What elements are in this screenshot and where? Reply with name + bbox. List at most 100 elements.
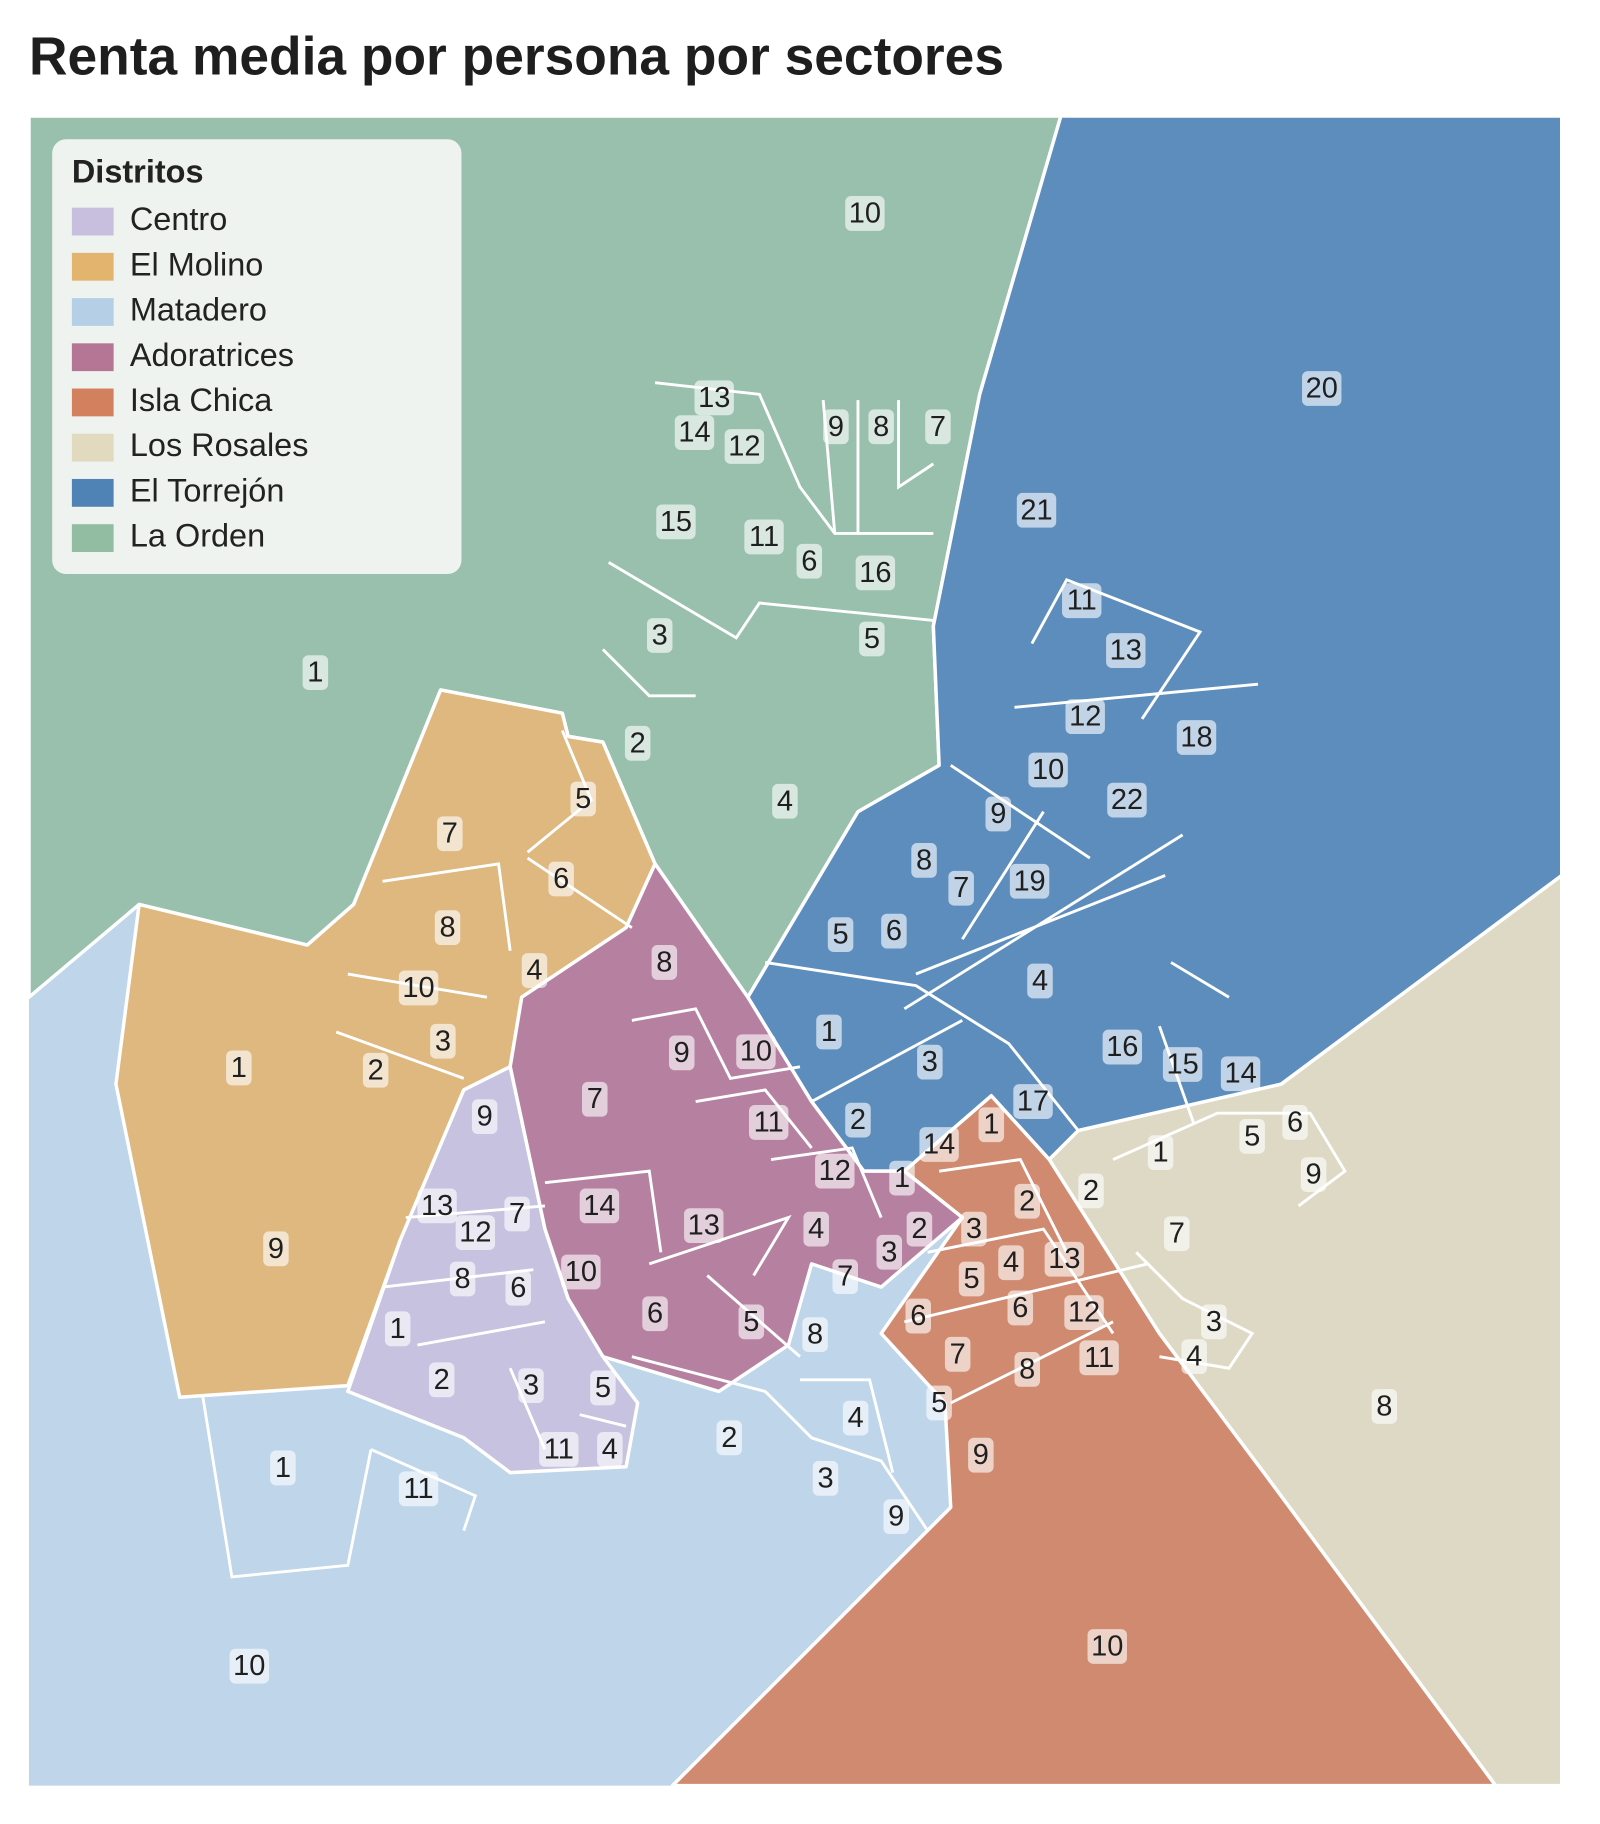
sector-label: 1: [275, 1452, 291, 1484]
sector-label: 8: [455, 1263, 471, 1295]
sector-label-box: [1302, 371, 1342, 406]
sector-label-box: [802, 1317, 828, 1352]
sector-label: 10: [1032, 754, 1064, 786]
sector-label-box: [504, 1196, 530, 1232]
sector-label: 6: [801, 545, 817, 577]
sector-label: 8: [439, 912, 455, 944]
sector-label-box: [1014, 1183, 1040, 1219]
sector-label-box: [434, 910, 461, 946]
sector-label-box: [815, 1153, 855, 1189]
sector-label-box: [384, 1311, 411, 1347]
sector-label-box: [998, 1245, 1024, 1281]
sector-label: 8: [1376, 1390, 1392, 1422]
sector-label-box: [796, 543, 823, 579]
sector-label: 3: [922, 1046, 938, 1078]
sector-label: 10: [740, 1036, 772, 1068]
sector-label-box: [968, 1437, 994, 1473]
sector-label: 10: [849, 197, 881, 229]
legend-swatch: [71, 343, 114, 372]
legend-label: La Orden: [130, 518, 265, 554]
sector-label-box: [398, 1471, 439, 1507]
sector-label-box: [570, 781, 596, 817]
sector-label-box: [905, 1298, 932, 1334]
sector-label: 3: [652, 619, 668, 651]
sector-label-box: [1027, 963, 1053, 999]
sector-label-box: [518, 1368, 544, 1404]
sector-label: 6: [910, 1300, 926, 1332]
sector-label: 8: [1019, 1353, 1035, 1385]
sector-label: 4: [1186, 1341, 1202, 1373]
sector-label-box: [226, 1050, 252, 1086]
sector-label-box: [1087, 1629, 1127, 1664]
sector-label-box: [889, 1160, 915, 1196]
sector-label: 6: [553, 863, 569, 895]
sector-label: 4: [777, 785, 793, 817]
sector-label: 7: [509, 1198, 525, 1230]
sector-label-box: [816, 1014, 842, 1050]
sector-label: 11: [1067, 585, 1097, 617]
map-title: Renta media por persona por sectores: [29, 27, 1004, 86]
sector-label: 5: [864, 623, 880, 655]
sector-label: 22: [1111, 784, 1143, 816]
sector-label-box: [855, 555, 896, 591]
sector-label: 13: [1110, 635, 1142, 667]
sector-label-box: [1371, 1389, 1398, 1424]
sector-label: 4: [808, 1213, 824, 1245]
legend-swatch: [71, 252, 114, 281]
sector-label-box: [1164, 1216, 1190, 1252]
sector-label-box: [859, 621, 885, 657]
sector-label-box: [694, 380, 734, 416]
sector-label-box: [948, 870, 974, 906]
sector-label-box: [823, 409, 849, 445]
sector-label: 7: [442, 818, 458, 850]
sector-label-box: [1107, 782, 1147, 818]
sector-label-box: [642, 1296, 668, 1332]
sector-label-box: [961, 1211, 987, 1247]
sector-label-box: [1220, 1056, 1261, 1092]
legend-box: [52, 139, 462, 575]
sector-label: 5: [575, 783, 591, 815]
sector-label: 8: [656, 946, 672, 978]
sector-label: 12: [1068, 1297, 1100, 1329]
sector-label-box: [548, 861, 574, 897]
sector-label-box: [579, 1188, 620, 1224]
sector-label: 19: [1013, 865, 1045, 897]
sector-label: 21: [1020, 494, 1052, 526]
sector-border: [601, 381, 935, 698]
sector-label-box: [1106, 633, 1146, 668]
sector-label: 9: [888, 1501, 904, 1533]
sector-label: 2: [721, 1422, 737, 1454]
sector-label-box: [917, 1044, 943, 1080]
sector-label-box: [229, 1648, 269, 1684]
sector-border: [201, 1355, 929, 1579]
sector-label: 6: [886, 915, 902, 947]
sector-label-box: [978, 1107, 1005, 1143]
sector-label: 2: [911, 1213, 927, 1245]
sector-label-box: [1007, 1290, 1034, 1326]
sector-label-box: [684, 1208, 724, 1244]
sector-label: 5: [743, 1306, 759, 1338]
sector-label-box: [417, 1188, 457, 1224]
sector-label: 12: [819, 1155, 851, 1187]
sector-label: 7: [953, 872, 969, 904]
sector-label-box: [876, 1234, 903, 1270]
sector-label: 14: [923, 1128, 955, 1160]
sector-label: 20: [1306, 373, 1338, 405]
sector-label: 6: [647, 1298, 663, 1330]
sector-label-box: [1065, 699, 1105, 735]
sector-label-box: [656, 504, 696, 540]
sector-label-box: [624, 725, 651, 761]
sector-label: 10: [565, 1256, 597, 1288]
sector-label: 2: [850, 1104, 866, 1136]
legend-label: El Torrejón: [130, 472, 285, 508]
sector-label: 8: [873, 411, 889, 443]
legend-label: Matadero: [130, 292, 267, 328]
sector-label-box: [1176, 720, 1217, 755]
sector-label-box: [926, 1385, 952, 1421]
sector-label-box: [845, 196, 885, 231]
sector-label: 10: [402, 972, 434, 1004]
legend: Centro El Molino Matadero Adoratrices Isla C…: [71, 201, 308, 554]
sector-label-box: [911, 843, 937, 878]
sector-label-box: [919, 1127, 959, 1162]
legend-swatch: [71, 207, 114, 236]
